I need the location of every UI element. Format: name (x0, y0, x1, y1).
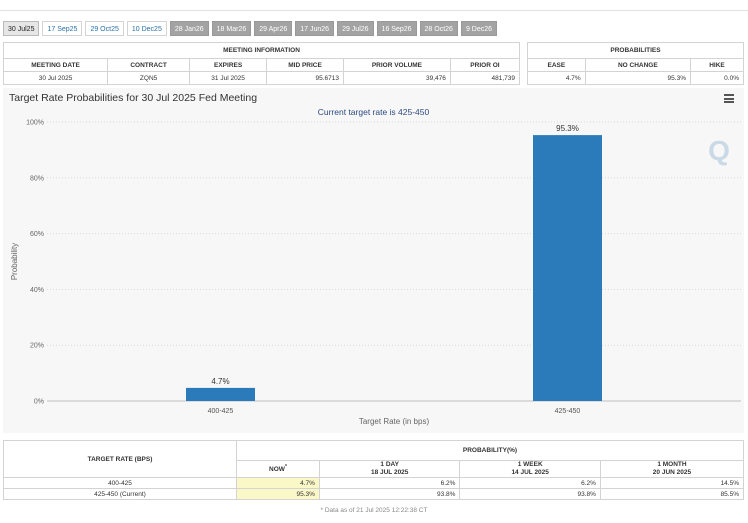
watermark-logo: Q (708, 135, 730, 166)
x-tick-label: 400-425 (208, 408, 234, 415)
mid-price-value: 95.6713 (266, 71, 344, 85)
target-rate-cell: 425-450 (Current) (3, 488, 237, 500)
header-probability: PROBABILITY(%) (236, 440, 744, 461)
header-probability-col-0: NOW* (236, 460, 320, 478)
chart-subtitle: Current target rate is 425-450 (317, 107, 430, 117)
probability-cell: 85.5% (599, 488, 745, 500)
probability-cell: 4.7% (236, 477, 320, 489)
column-date: 18 JUL 2025 (370, 469, 409, 476)
no-change-value: 95.3% (584, 71, 691, 85)
bar-425-450 (533, 135, 602, 401)
probability-cell: 93.8% (318, 488, 461, 500)
chart-panel: Q 0% 20% 40% 60% 80% 100% Probability 4.7% 400-42… (3, 88, 744, 433)
tab-meeting-2[interactable]: 29 Oct25 (85, 21, 124, 36)
tab-meeting-4[interactable]: 28 Jan26 (169, 21, 209, 36)
column-label: 1 DAY (380, 461, 399, 468)
y-tick-label: 100% (26, 120, 44, 127)
meeting-date-value: 30 Jul 2025 (2, 71, 109, 85)
data-label: 95.3% (556, 124, 579, 133)
column-date: 20 JUN 2025 (652, 469, 692, 476)
ease-value: 4.7% (527, 71, 586, 85)
column-label: 1 WEEK (517, 461, 543, 468)
y-tick-label: 80% (30, 175, 44, 182)
probability-cell: 95.3% (236, 488, 320, 500)
column-label: 1 MONTH (657, 461, 687, 468)
hike-value: 0.0% (689, 71, 745, 85)
y-tick-label: 0% (34, 399, 44, 406)
footnote-marker: * (284, 464, 287, 471)
y-tick-label: 20% (30, 343, 44, 350)
prior-volume-value: 39,476 (342, 71, 451, 85)
meeting-information-title: MEETING INFORMATION (3, 42, 520, 59)
tab-meeting-0[interactable]: 30 Jul25 (3, 21, 40, 36)
tab-meeting-6[interactable]: 29 Apr26 (254, 21, 293, 36)
column-label: NOW (269, 466, 285, 474)
target-rate-table: TARGET RATE (BPS) PROBABILITY(%) NOW* 1 D… (3, 440, 745, 500)
expires-value: 31 Jul 2025 (189, 71, 268, 85)
meeting-date-tabs: 30 Jul25 17 Sep25 29 Oct25 10 Dec25 28 Jan26… (3, 21, 498, 36)
header-probability-col-2: 1 WEEK 14 JUL 2025 (459, 460, 601, 478)
probabilities-title: PROBABILITIES (527, 42, 744, 59)
column-date: 14 JUL 2025 (511, 469, 549, 476)
contract-value: ZQN5 (107, 71, 191, 85)
hamburger-menu-icon[interactable] (724, 94, 734, 103)
chart-title: Target Rate Probabilities for 30 Jul 202… (9, 92, 258, 104)
top-divider (0, 10, 748, 11)
probability-cell: 6.2% (459, 477, 601, 489)
target-rate-cell: 400-425 (3, 477, 237, 489)
tab-meeting-7[interactable]: 17 Jun26 (295, 21, 335, 36)
header-probability-col-1: 1 DAY 18 JUL 2025 (318, 460, 461, 478)
y-axis-label: Probability (10, 243, 19, 280)
x-axis-label: Target Rate (in bps) (359, 417, 430, 426)
bar-400-425 (186, 387, 255, 401)
tab-meeting-1[interactable]: 17 Sep25 (42, 21, 83, 36)
tab-meeting-9[interactable]: 16 Sep26 (376, 21, 417, 36)
header-no-change: NO CHANGE (584, 58, 691, 72)
tab-meeting-10[interactable]: 28 Oct26 (419, 21, 458, 36)
data-timestamp-note: * Data as of 21 Jul 2025 12:22:38 CT (320, 507, 428, 514)
header-ease: EASE (527, 58, 586, 72)
header-probability-col-3: 1 MONTH 20 JUN 2025 (599, 460, 745, 478)
tab-meeting-5[interactable]: 18 Mar26 (211, 21, 252, 36)
header-meeting-date: MEETING DATE (2, 58, 109, 72)
table-row: 400-425 4.7% 6.2% 6.2% 14.5% (3, 477, 745, 489)
x-tick-label: 425-450 (555, 408, 581, 415)
header-expires: EXPIRES (189, 58, 268, 72)
tab-meeting-8[interactable]: 29 Jul26 (337, 21, 374, 36)
prior-oi-value: 481,739 (449, 71, 521, 85)
tab-meeting-11[interactable]: 9 Dec26 (460, 21, 498, 36)
y-tick-label: 40% (30, 287, 44, 294)
table-row: 425-450 (Current) 95.3% 93.8% 93.8% 85.5% (3, 488, 745, 500)
header-target-rate: TARGET RATE (BPS) (3, 440, 237, 478)
tab-meeting-3[interactable]: 10 Dec25 (126, 21, 167, 36)
header-prior-volume: PRIOR VOLUME (342, 58, 451, 72)
y-tick-label: 60% (30, 231, 44, 238)
header-contract: CONTRACT (107, 58, 191, 72)
header-hike: HIKE (689, 58, 745, 72)
header-prior-oi: PRIOR OI (449, 58, 521, 72)
header-mid-price: MID PRICE (266, 58, 344, 72)
probability-cell: 93.8% (459, 488, 601, 500)
probability-cell: 6.2% (318, 477, 461, 489)
probability-cell: 14.5% (599, 477, 745, 489)
data-label: 4.7% (211, 377, 229, 386)
meeting-information-table: MEETING INFORMATION MEETING DATE CONTRAC… (2, 42, 521, 85)
probabilities-table: PROBABILITIES EASE NO CHANGE HIKE 4.7% 9… (527, 42, 745, 85)
probability-bar-chart: Q 0% 20% 40% 60% 80% 100% Probability 4.7% 400-42… (10, 120, 741, 426)
